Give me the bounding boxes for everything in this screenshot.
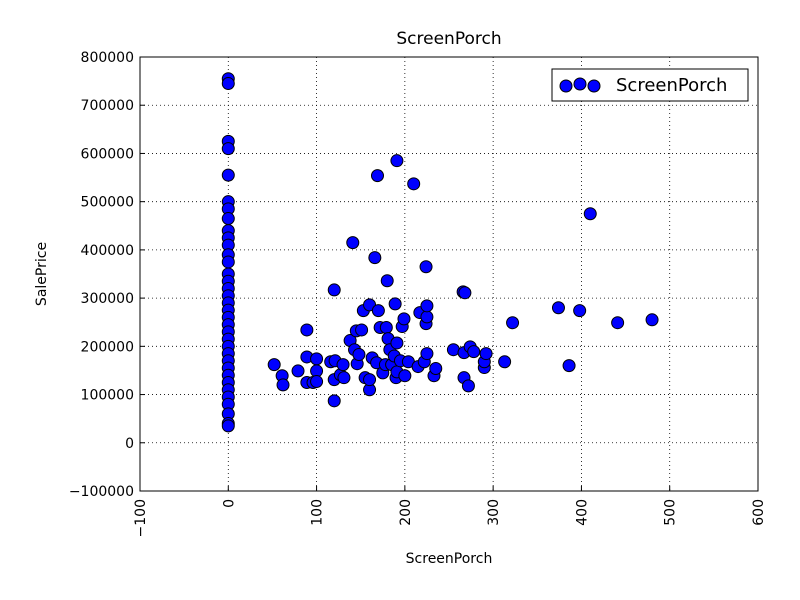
point [397, 312, 411, 326]
point [498, 355, 512, 369]
point [327, 283, 341, 297]
x-tick-label: 500 [663, 499, 679, 526]
y-tick-label: −100000 [69, 484, 134, 500]
point [645, 313, 659, 327]
point [380, 274, 394, 288]
point [346, 236, 360, 250]
point [310, 352, 324, 366]
point [479, 347, 493, 361]
y-tick-label: 800000 [81, 50, 134, 66]
point [446, 343, 460, 357]
point [458, 286, 472, 300]
point [429, 362, 443, 376]
point [221, 142, 235, 156]
y-tick-label: 500000 [81, 195, 134, 211]
point [467, 345, 481, 359]
point [420, 310, 434, 324]
point [221, 419, 235, 433]
point [336, 358, 350, 372]
x-tick-label: 200 [398, 499, 414, 526]
y-tick-label: 300000 [81, 291, 134, 307]
point [573, 304, 587, 318]
plot-frame [139, 56, 759, 492]
y-tick-label: 200000 [81, 339, 134, 355]
point [221, 255, 235, 269]
legend-marker [573, 77, 587, 91]
point [388, 297, 402, 311]
point [583, 207, 597, 221]
point [267, 358, 281, 372]
x-tick-label: 600 [751, 499, 767, 526]
y-tick-label: 0 [125, 436, 134, 452]
point [355, 323, 369, 337]
point [562, 359, 576, 373]
x-tick-label: −100 [133, 499, 149, 537]
point [368, 251, 382, 265]
point [371, 304, 385, 318]
x-tick-label: 100 [310, 499, 326, 526]
point [327, 394, 341, 408]
point [221, 77, 235, 91]
point [506, 316, 520, 330]
point [420, 347, 434, 361]
chart-title: ScreenPorch [396, 29, 501, 49]
legend-label: ScreenPorch [616, 75, 727, 96]
point [221, 168, 235, 182]
point [352, 348, 366, 362]
point [461, 379, 475, 393]
point [407, 177, 421, 191]
point [398, 369, 412, 383]
y-tick-label: 400000 [81, 243, 134, 259]
point [300, 323, 314, 337]
point [276, 378, 290, 392]
x-tick-label: 300 [486, 499, 502, 526]
point [419, 260, 433, 274]
point [390, 154, 404, 168]
point [337, 371, 351, 385]
legend-marker [587, 79, 601, 93]
point [310, 375, 324, 389]
y-axis-label: SalePrice [34, 242, 50, 306]
y-tick-label: 600000 [81, 146, 134, 162]
point [390, 336, 404, 350]
point [291, 364, 305, 378]
y-tick-label: 100000 [81, 388, 134, 404]
point [379, 321, 393, 335]
x-axis-label: ScreenPorch [406, 551, 493, 567]
x-tick-label: 0 [221, 499, 237, 508]
point [363, 373, 377, 387]
point [420, 299, 434, 313]
point [221, 212, 235, 226]
point [611, 316, 625, 330]
y-tick-label: 700000 [81, 98, 134, 114]
point [370, 169, 384, 183]
point [551, 301, 565, 315]
x-tick-label: 400 [574, 499, 590, 526]
legend-marker [559, 79, 573, 93]
